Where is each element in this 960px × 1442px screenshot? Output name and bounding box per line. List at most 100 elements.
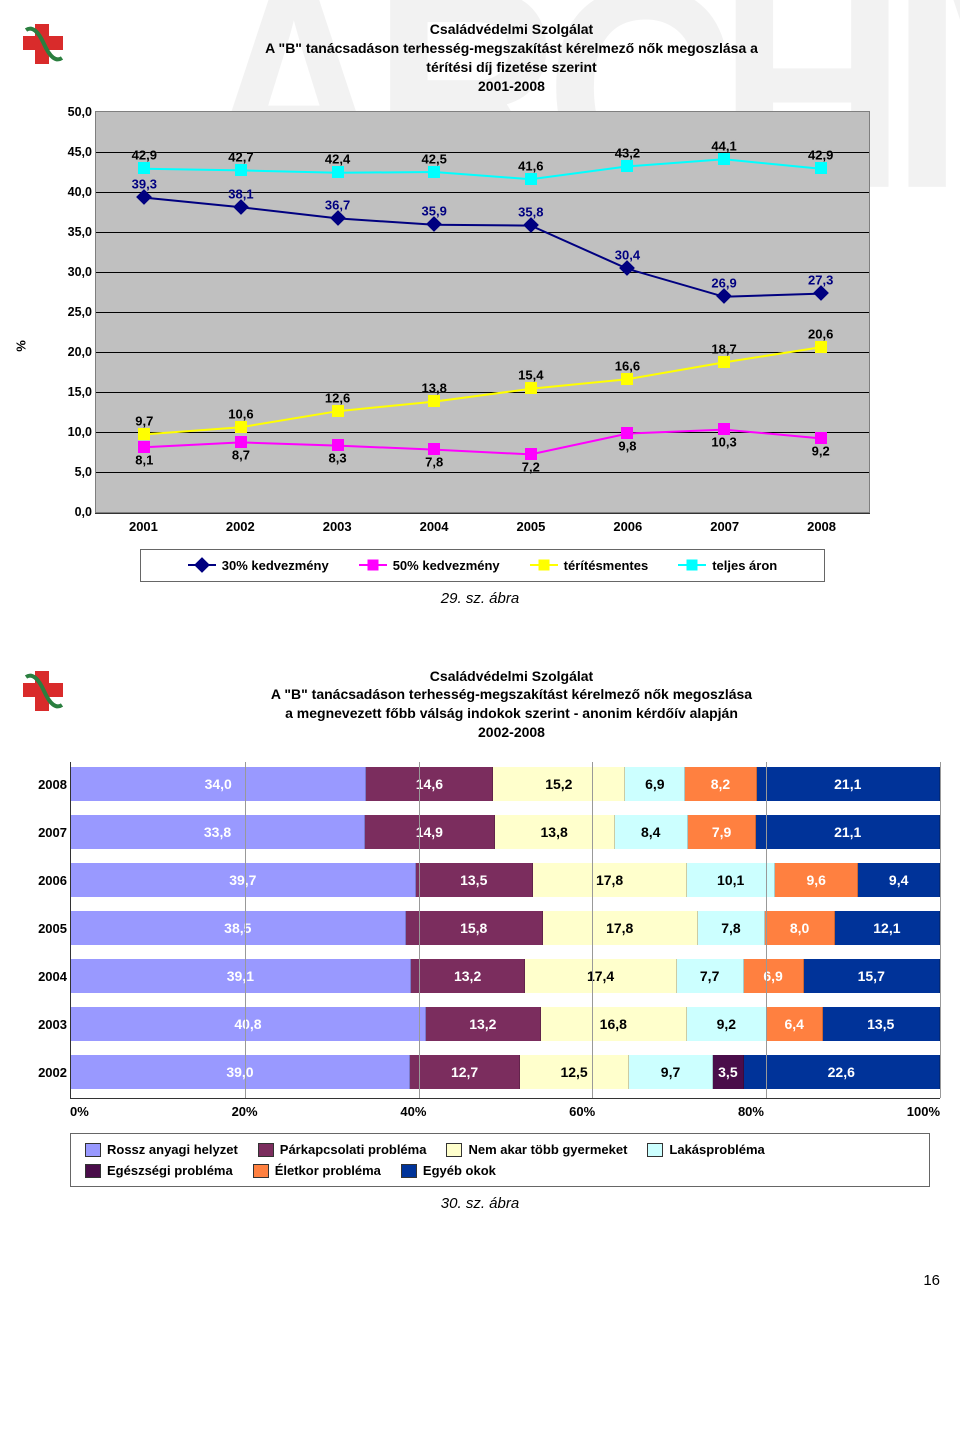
chart1-caption: 29. sz. ábra	[20, 590, 940, 607]
chart1-data-label: 8,1	[135, 452, 153, 467]
chart2-segment: 39,7	[71, 863, 416, 897]
chart1-data-label: 30,4	[615, 248, 640, 263]
chart1-data-label: 15,4	[518, 368, 543, 383]
chart2-legend-item: Nem akar több gyermeket	[446, 1142, 627, 1157]
chart2-segment: 13,2	[411, 959, 526, 993]
chart1-data-label: 20,6	[808, 326, 833, 341]
chart1-block: Családvédelmi Szolgálat A "B" tanácsadás…	[20, 20, 940, 607]
chart1-plot-area: 0,05,010,015,020,025,030,035,040,045,050…	[95, 111, 870, 513]
chart2-bar-row: 200340,813,216,89,26,413,5	[71, 1002, 940, 1046]
chart1-legend-item: teljes áron	[678, 558, 777, 573]
chart2-bar-row: 200538,515,817,87,88,012,1	[71, 906, 940, 950]
chart2-segment: 12,7	[410, 1055, 520, 1089]
chart1-ytick: 10,0	[58, 425, 92, 439]
chart2-segment: 13,5	[416, 863, 533, 897]
chart2-segment: 7,9	[688, 815, 757, 849]
chart2-segment: 12,1	[835, 911, 940, 945]
chart1-ytick: 30,0	[58, 265, 92, 279]
chart1-data-label: 41,6	[518, 158, 543, 173]
chart1-data-label: 9,8	[618, 439, 636, 454]
chart2-ylabel: 2007	[23, 825, 67, 840]
chart2-x-axis: 0%20%40%60%80%100%	[70, 1099, 940, 1119]
chart2-segment: 8,2	[685, 767, 756, 801]
chart2-segment: 38,5	[71, 911, 406, 945]
chart2-segment: 17,8	[543, 911, 698, 945]
chart1-xtick: 2004	[386, 514, 483, 534]
chart1-data-label: 43,2	[615, 145, 640, 160]
chart1-x-axis: 20012002200320042005200620072008	[95, 513, 870, 534]
chart1-data-label: 7,2	[522, 459, 540, 474]
chart2-segment: 22,6	[744, 1055, 940, 1089]
chart2-segment: 33,8	[71, 815, 365, 849]
chart1-data-label: 9,7	[135, 413, 153, 428]
chart2-ylabel: 2002	[23, 1065, 67, 1080]
chart1-xtick: 2008	[773, 514, 870, 534]
chart1-xtick: 2001	[95, 514, 192, 534]
chart2-xtick: 40%	[400, 1104, 426, 1119]
chart2-bar-row: 200733,814,913,88,47,921,1	[71, 810, 940, 854]
chart1-data-label: 27,3	[808, 273, 833, 288]
chart2-segment: 14,6	[366, 767, 493, 801]
chart2-segment: 10,1	[687, 863, 775, 897]
chart1-ytick: 45,0	[58, 145, 92, 159]
chart1-xtick: 2002	[192, 514, 289, 534]
chart2-segment: 13,8	[495, 815, 615, 849]
chart1-ytick: 20,0	[58, 345, 92, 359]
chart2-segment: 39,1	[71, 959, 411, 993]
chart2-ylabel: 2005	[23, 921, 67, 936]
chart1-data-label: 36,7	[325, 197, 350, 212]
chart2-segment: 16,8	[541, 1007, 687, 1041]
page-number: 16	[20, 1272, 940, 1289]
chart2-legend-item: Rossz anyagi helyzet	[85, 1142, 238, 1157]
chart2-xtick: 60%	[569, 1104, 595, 1119]
chart1-xtick: 2003	[289, 514, 386, 534]
chart2-segment: 6,9	[744, 959, 804, 993]
chart1-xtick: 2006	[579, 514, 676, 534]
logo-icon	[20, 667, 68, 715]
chart2-segment: 17,4	[525, 959, 676, 993]
chart2-segment: 15,8	[406, 911, 543, 945]
chart1-legend-item: térítésmentes	[530, 558, 649, 573]
chart1-data-label: 7,8	[425, 455, 443, 470]
chart2-legend-item: Lakásprobléma	[647, 1142, 764, 1157]
chart2-legend: Rossz anyagi helyzet Párkapcsolati problé…	[70, 1133, 930, 1187]
chart2-block: Családvédelmi Szolgálat A "B" tanácsadás…	[20, 667, 940, 1213]
chart1-data-label: 42,7	[228, 149, 253, 164]
chart2-ylabel: 2006	[23, 873, 67, 888]
chart1-ytick: 15,0	[58, 385, 92, 399]
chart2-segment: 12,5	[520, 1055, 629, 1089]
chart2-segment: 7,8	[698, 911, 766, 945]
chart1-data-label: 18,7	[711, 341, 736, 356]
chart2-segment: 8,0	[765, 911, 835, 945]
chart2-segment: 40,8	[71, 1007, 426, 1041]
chart2-legend-item: Egyéb okok	[401, 1163, 496, 1178]
chart2-segment: 9,4	[858, 863, 940, 897]
chart1-data-label: 8,3	[329, 451, 347, 466]
chart1-legend-item: 30% kedvezmény	[188, 558, 329, 573]
chart1-data-label: 39,3	[132, 177, 157, 192]
chart2-xtick: 80%	[738, 1104, 764, 1119]
chart2-legend-item: Életkor probléma	[253, 1163, 381, 1178]
chart2-segment: 13,2	[426, 1007, 541, 1041]
chart2-segment: 6,4	[767, 1007, 823, 1041]
chart2-bar-row: 200834,014,615,26,98,221,1	[71, 762, 940, 806]
chart2-ylabel: 2003	[23, 1017, 67, 1032]
chart1-data-label: 26,9	[711, 276, 736, 291]
chart1-data-label: 44,1	[711, 138, 736, 153]
chart2-segment: 15,7	[804, 959, 940, 993]
chart1-ytick: 5,0	[58, 465, 92, 479]
chart2-title: Családvédelmi Szolgálat A "B" tanácsadás…	[83, 667, 940, 743]
chart2-stacked-chart: 200834,014,615,26,98,221,1200733,814,913…	[20, 762, 940, 1187]
chart1-data-label: 12,6	[325, 390, 350, 405]
chart1-y-label: %	[13, 340, 28, 352]
chart1-data-label: 42,9	[808, 148, 833, 163]
chart1-ytick: 0,0	[58, 505, 92, 519]
chart2-segment: 17,8	[533, 863, 688, 897]
chart2-legend-item: Párkapcsolati probléma	[258, 1142, 427, 1157]
chart2-segment: 34,0	[71, 767, 366, 801]
logo-icon	[20, 20, 68, 68]
chart2-segment: 13,5	[823, 1007, 940, 1041]
chart1-ytick: 25,0	[58, 305, 92, 319]
chart2-bar-area: 200834,014,615,26,98,221,1200733,814,913…	[70, 762, 940, 1099]
chart1-xtick: 2007	[676, 514, 773, 534]
